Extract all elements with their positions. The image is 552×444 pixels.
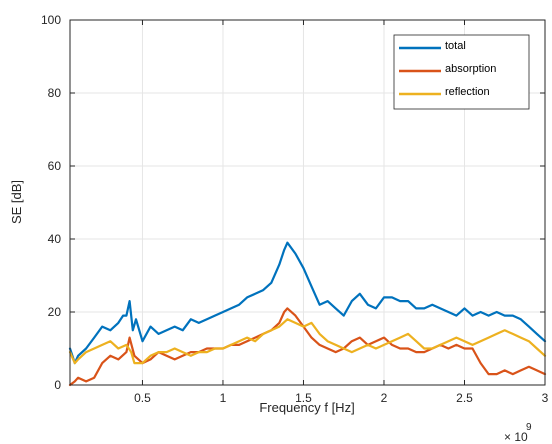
legend-label-total: total [445, 40, 466, 52]
y-tick-label: 0 [54, 378, 61, 392]
tick-labels: 0.5 1 1.5 2 2.5 3 0 20 40 60 80 100 [41, 13, 549, 405]
series-line-reflection [68, 318, 547, 365]
x-tick-label: 1 [220, 391, 227, 405]
legend-label-reflection: reflection [445, 86, 490, 98]
x-multiplier-exponent: 9 [526, 422, 532, 433]
x-axis-label: Frequency f [Hz] [259, 400, 354, 415]
y-axis-label: SE [dB] [9, 180, 24, 224]
ticks [70, 19, 546, 386]
series-group [68, 241, 547, 387]
x-tick-label: 1.5 [295, 391, 312, 405]
y-tick-label: 40 [48, 232, 62, 246]
x-tick-label: 3 [542, 391, 549, 405]
x-multiplier-label: × 10 [504, 430, 528, 444]
series-line-total [68, 241, 547, 365]
y-tick-label: 60 [48, 159, 62, 173]
y-tick-label: 20 [48, 305, 62, 319]
x-tick-label: 2.5 [456, 391, 473, 405]
plot-frame [69, 19, 546, 386]
series-line-absorption [68, 307, 547, 387]
y-tick-label: 100 [41, 13, 61, 27]
legend: total absorption reflection [393, 34, 530, 110]
x-tick-label: 2 [381, 391, 388, 405]
x-tick-label: 0.5 [134, 391, 151, 405]
y-tick-label: 80 [48, 86, 62, 100]
legend-label-absorption: absorption [445, 63, 496, 75]
